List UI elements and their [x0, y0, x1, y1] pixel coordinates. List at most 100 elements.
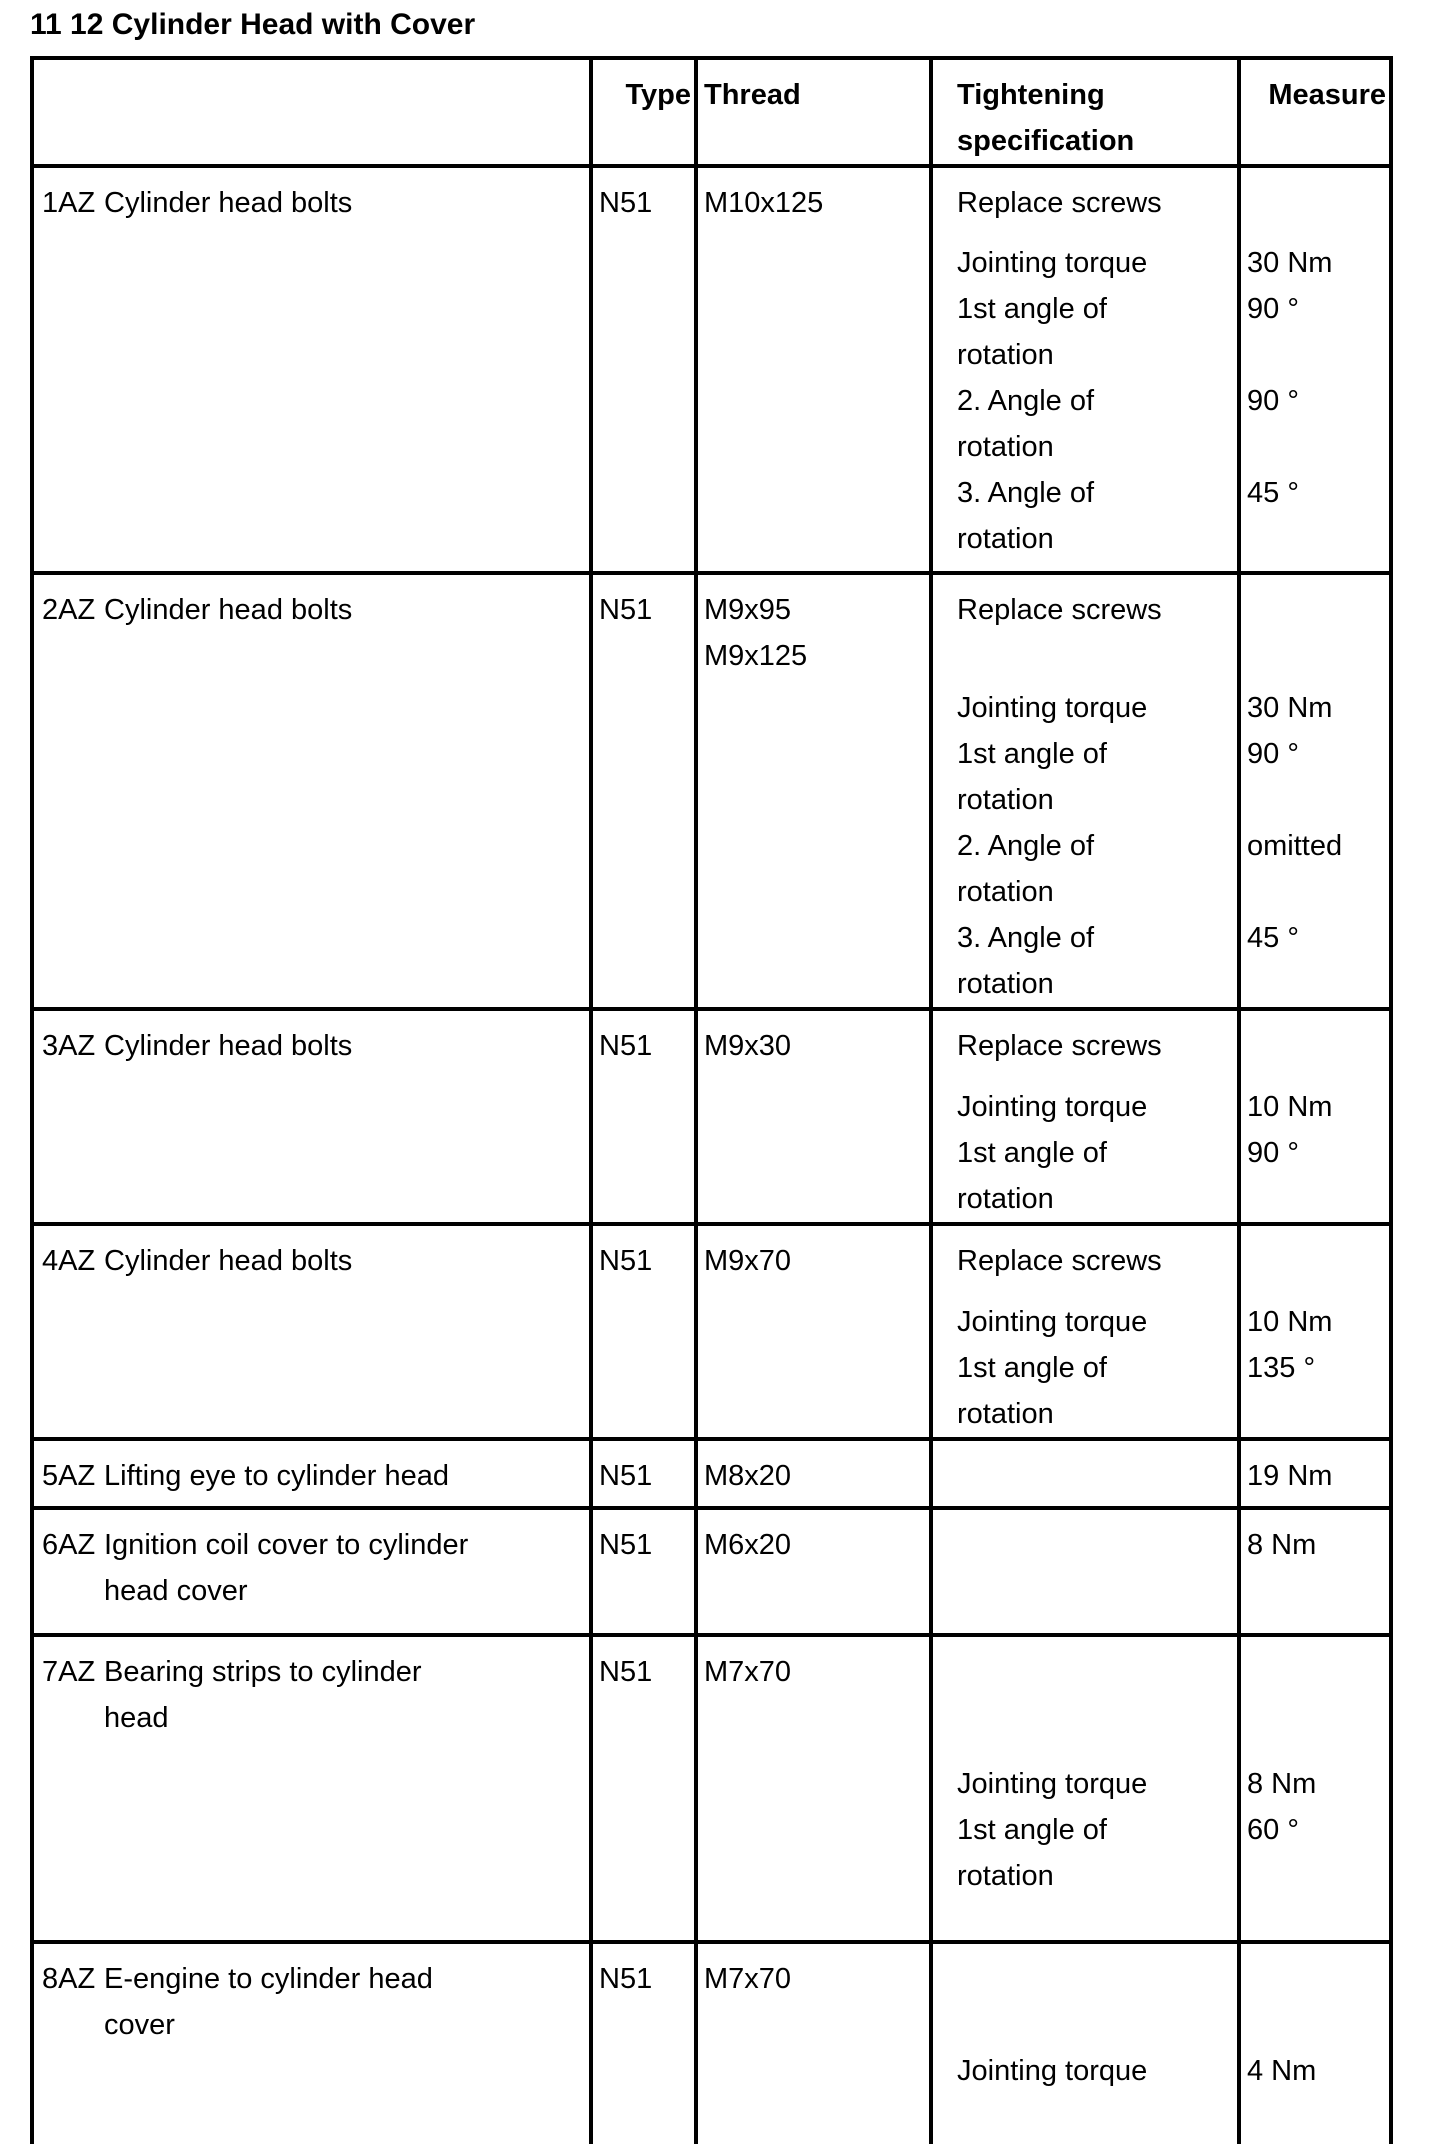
spec-line: 3. Angle of [957, 477, 1095, 509]
spec-cell [929, 1956, 1237, 2048]
item-label: Cylinder head bolts [104, 587, 589, 1007]
thread-cell: M7x70 [694, 1944, 929, 2144]
measure-cell: 60 ° [1237, 1807, 1389, 1899]
measure-value: 4 Nm [1247, 2055, 1317, 2087]
thread-line: M7x70 [704, 1656, 792, 1688]
measure-cell: 45 ° [1237, 915, 1389, 1007]
spec-cell [929, 1522, 1237, 1568]
spec-line: 1st angle of [957, 1137, 1107, 1169]
az-code: 5AZ [42, 1460, 96, 1492]
item-label: Bearing strips to cylinder head [104, 1649, 589, 1940]
column-divider [929, 1510, 933, 1633]
spec-line: 1st angle of [957, 1814, 1107, 1846]
measure-value: 8 Nm [1247, 1768, 1317, 1800]
measure-value: 135 ° [1247, 1352, 1316, 1384]
desc-cell: 8AZ E-engine to cylinder head cover [34, 1944, 589, 2144]
spec-cell: 1st angle of rotation [929, 1807, 1237, 1899]
measure-cell [1237, 587, 1389, 633]
type-cell: N51 [599, 1030, 653, 1062]
thread-line: M6x20 [704, 1529, 792, 1561]
thread-cell: M9x70 [694, 1226, 929, 1437]
desc-cell: 4AZ Cylinder head bolts [34, 1226, 589, 1437]
measure-cell: 8 Nm [1237, 1522, 1389, 1568]
label-line: E-engine to cylinder head [104, 1963, 433, 1995]
table-row: 4AZ Cylinder head bolts N51 M9x70 Replace sc… [34, 1222, 1389, 1437]
column-divider [1237, 168, 1241, 571]
label-line: Bearing strips to cylinder [104, 1656, 422, 1688]
spec-cell: 1st angle of rotation [929, 286, 1237, 378]
measure-value: 10 Nm [1247, 1306, 1333, 1338]
item-label: Cylinder head bolts [104, 1023, 589, 1222]
az-code: 7AZ [42, 1656, 96, 1688]
column-divider [694, 168, 698, 571]
thread-line: M9x70 [704, 1245, 792, 1277]
thread-cell: M6x20 [694, 1510, 929, 1633]
measure-cell [1237, 180, 1389, 226]
spec-measure-area: Jointing torque 4 Nm [929, 1944, 1389, 2144]
thread-line: M8x20 [704, 1460, 792, 1492]
spec-cell [929, 226, 1237, 240]
spec-line: rotation [957, 1860, 1054, 1892]
spec-line: Jointing torque [957, 247, 1148, 279]
table-row: 8AZ E-engine to cylinder head cover N51 M7x7… [34, 1940, 1389, 2144]
item-label: Cylinder head bolts [104, 1238, 589, 1437]
column-divider [589, 1441, 593, 1506]
measure-cell: 4 Nm [1237, 2048, 1389, 2094]
page-title: 11 12 Cylinder Head with Cover [30, 8, 476, 41]
column-divider [1237, 575, 1241, 1007]
measure-cell: 90 ° [1237, 731, 1389, 823]
measure-cell: 90 ° [1237, 378, 1389, 470]
column-divider [929, 60, 933, 164]
spec-cell: Replace screws [929, 1023, 1237, 1069]
measure-value: 45 ° [1247, 922, 1299, 954]
column-divider [929, 1011, 933, 1222]
column-divider [589, 60, 593, 164]
column-divider [1237, 1441, 1241, 1506]
measure-cell: 30 Nm [1237, 240, 1389, 286]
az-code: 8AZ [42, 1963, 96, 1995]
column-divider [694, 1441, 698, 1506]
measure-value: 90 ° [1247, 738, 1299, 770]
measure-value: 30 Nm [1247, 247, 1333, 279]
desc-cell: 6AZ Ignition coil cover to cylinder head c… [34, 1510, 589, 1633]
column-divider [589, 1944, 593, 2144]
spec-line: rotation [957, 784, 1054, 816]
item-label: Ignition coil cover to cylinder head cove… [104, 1522, 589, 1633]
spec-measure-area: Replace screws Jointing torque 30 Nm 1st an… [929, 168, 1389, 571]
label-line: Ignition coil cover to cylinder [104, 1529, 469, 1561]
column-divider [694, 1637, 698, 1940]
spec-cell: 2. Angle of rotation [929, 378, 1237, 470]
measure-cell [1237, 1649, 1389, 1761]
header-tightening-measure: Tightening specification Measure [929, 60, 1389, 164]
spec-line: 1st angle of [957, 738, 1107, 770]
label-line: head [104, 1702, 169, 1734]
desc-cell: 1AZ Cylinder head bolts [34, 168, 589, 571]
table-row: 2AZ Cylinder head bolts N51 M9x95 M9x125 Repl… [34, 571, 1389, 1007]
measure-cell: 10 Nm [1237, 1299, 1389, 1345]
label-line: Cylinder head bolts [104, 594, 353, 626]
spec-cell: 3. Angle of rotation [929, 470, 1237, 562]
item-label: E-engine to cylinder head cover [104, 1956, 589, 2144]
measure-value: 90 ° [1247, 1137, 1299, 1169]
spec-line: Replace screws [957, 1245, 1162, 1277]
column-divider [694, 1944, 698, 2144]
measure-cell: omitted [1237, 823, 1389, 915]
column-divider [589, 1510, 593, 1633]
type-cell: N51 [599, 1963, 653, 1995]
column-divider [929, 1441, 933, 1506]
column-divider [589, 575, 593, 1007]
spec-cell: Jointing torque [929, 2048, 1237, 2094]
thread-cell: M9x30 [694, 1011, 929, 1222]
label-line: head cover [104, 1575, 248, 1607]
spec-line: 2. Angle of [957, 830, 1095, 862]
column-divider [929, 1944, 933, 2144]
table-row: 6AZ Ignition coil cover to cylinder head c… [34, 1506, 1389, 1633]
header-tightening-line: Tightening [957, 79, 1105, 111]
measure-cell: 135 ° [1237, 1345, 1389, 1437]
spec-line: rotation [957, 1398, 1054, 1430]
column-divider [694, 1011, 698, 1222]
spec-measure-area: 8 Nm [929, 1510, 1389, 1633]
thread-line: M10x125 [704, 187, 824, 219]
column-divider [589, 1226, 593, 1437]
spec-line: rotation [957, 876, 1054, 908]
